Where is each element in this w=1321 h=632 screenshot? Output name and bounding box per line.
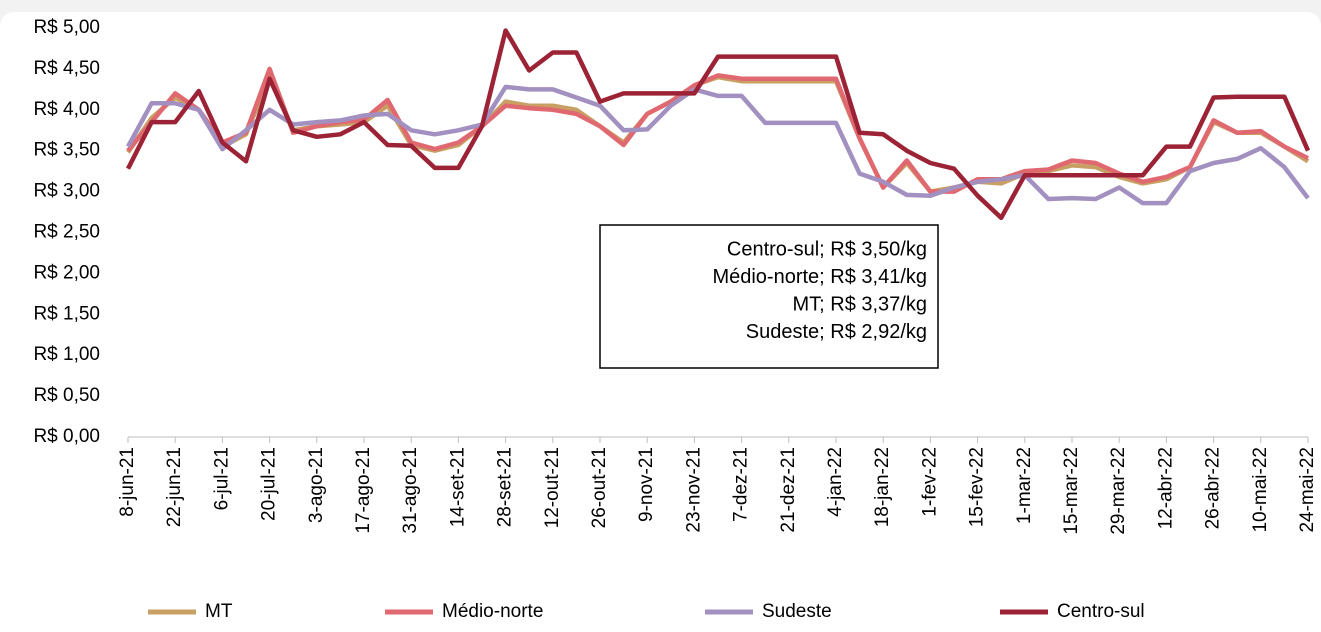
x-tick-label: 18-jan-22: [872, 447, 893, 527]
x-tick-label: 26-abr-22: [1203, 447, 1224, 529]
x-tick-label: 1-mar-22: [1014, 447, 1035, 524]
x-tick-label: 10-mai-22: [1250, 447, 1271, 533]
y-tick-label: R$ 3,50: [33, 140, 100, 161]
x-tick-label: 24-mai-22: [1297, 447, 1318, 533]
y-tick-label: R$ 4,00: [33, 99, 100, 120]
x-tick-label: 6-jul-21: [211, 447, 232, 510]
legend-label: Médio-norte: [442, 601, 543, 622]
x-tick-label: 22-jun-21: [164, 447, 185, 527]
legend-label: Sudeste: [762, 601, 832, 622]
x-tick-label: 7-dez-21: [731, 447, 752, 522]
x-tick-label: 12-out-21: [542, 447, 563, 528]
x-tick-label: 1-fev-22: [919, 447, 940, 517]
y-tick-label: R$ 1,50: [33, 303, 100, 324]
series-line: [126, 66, 1309, 194]
x-tick-label: 15-mar-22: [1061, 447, 1082, 535]
x-tick-label: 20-jul-21: [259, 447, 280, 521]
x-tick-label: 29-mar-22: [1108, 447, 1129, 535]
x-tick-label: 23-nov-21: [683, 447, 704, 533]
x-tick-label: 14-set-21: [447, 447, 468, 527]
annotation-text: Médio-norte; R$ 3,41/kg: [712, 266, 927, 288]
x-tick-label: 26-out-21: [589, 447, 610, 528]
x-tick-label: 12-abr-22: [1155, 447, 1176, 529]
series-line: [125, 28, 1311, 221]
y-tick-label: R$ 5,00: [33, 17, 100, 38]
y-tick-label: R$ 3,00: [33, 181, 100, 202]
series-line: [126, 84, 1310, 206]
annotation-text: Sudeste; R$ 2,92/kg: [746, 321, 927, 343]
annotation-text: Centro-sul; R$ 3,50/kg: [727, 238, 927, 260]
legend-label: MT: [205, 601, 233, 622]
x-tick-label: 8-jun-21: [117, 447, 138, 517]
x-tick-label: 17-ago-21: [353, 447, 374, 534]
x-tick-label: 3-ago-21: [306, 447, 327, 523]
y-tick-label: R$ 1,00: [33, 344, 100, 365]
x-tick-label: 31-ago-21: [400, 447, 421, 534]
x-tick-label: 15-fev-22: [967, 447, 988, 527]
legend-label: Centro-sul: [1057, 601, 1145, 622]
x-tick-label: 21-dez-21: [778, 447, 799, 533]
y-tick-label: R$ 2,00: [33, 262, 100, 283]
annotation-text: MT; R$ 3,37/kg: [792, 293, 927, 315]
x-tick-label: 28-set-21: [495, 447, 516, 527]
annotation-box: [599, 224, 939, 369]
y-tick-label: R$ 0,50: [33, 385, 100, 406]
y-tick-label: R$ 0,00: [33, 426, 100, 447]
y-tick-label: R$ 4,50: [33, 58, 100, 79]
x-tick-label: 4-jan-22: [825, 447, 846, 517]
x-tick-label: 9-nov-21: [636, 447, 657, 522]
y-tick-label: R$ 2,50: [33, 222, 100, 243]
